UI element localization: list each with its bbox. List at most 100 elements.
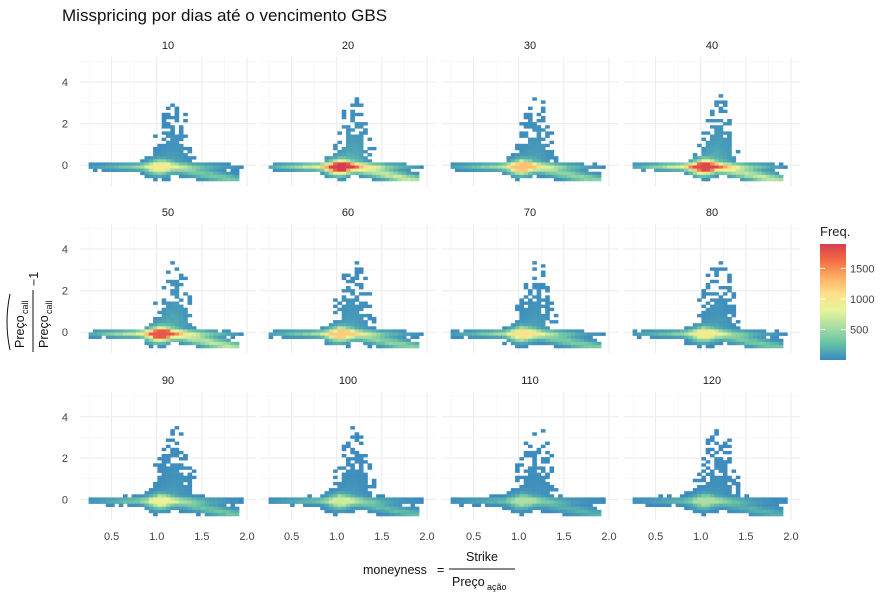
hex-bin [196, 338, 201, 343]
hex-bin [549, 497, 555, 501]
hex-bin [389, 506, 394, 511]
hex-bin [532, 457, 537, 461]
x-axis-label-denominator: Preço [452, 575, 485, 589]
hex-bin [536, 162, 542, 166]
hex-bin [722, 162, 728, 166]
hex-bin [350, 472, 355, 476]
hex-bin [384, 506, 390, 511]
hex-bin [727, 131, 732, 135]
hex-bin [515, 329, 520, 333]
hex-bin [389, 329, 394, 333]
hex-bin [354, 481, 360, 486]
hex-bin [744, 503, 749, 507]
hex-bin [671, 162, 676, 166]
hex-bin [380, 329, 385, 333]
hex-bin [153, 512, 158, 517]
hex-bin [320, 168, 325, 172]
hex-bin [740, 503, 745, 507]
hex-bin [294, 335, 299, 339]
hex-bin [722, 441, 728, 445]
hex-bin [153, 485, 158, 489]
hex-bin [187, 295, 193, 299]
hex-bin [714, 153, 719, 157]
hex-bin [532, 450, 537, 455]
hex-bin [157, 506, 162, 511]
hex-bin [341, 503, 347, 507]
hex-bin [523, 171, 529, 176]
hex-bin [174, 301, 180, 305]
hex-bin [166, 335, 171, 339]
hex-bin [226, 506, 231, 511]
hex-bin [536, 491, 542, 495]
hex-bin [701, 295, 706, 299]
hex-bin [761, 335, 767, 339]
hex-bin [744, 335, 749, 339]
y-axis-label-denominator: Preço [37, 315, 51, 348]
hex-bin [221, 338, 227, 343]
hex-bin [376, 168, 381, 172]
hex-bin [350, 292, 355, 296]
hex-bin [718, 326, 724, 330]
hex-bin [727, 134, 732, 138]
hex-bin [226, 509, 231, 514]
hex-bin [727, 174, 732, 179]
hex-bin [341, 165, 347, 169]
hex-bin [761, 171, 767, 176]
hex-bin [161, 313, 167, 318]
hex-bin [748, 506, 754, 511]
hex-bin [510, 503, 516, 507]
hex-bin [346, 150, 351, 154]
hex-bin [363, 338, 368, 343]
hex-bin [410, 171, 416, 176]
hex-bin [191, 338, 197, 343]
hex-bin [367, 338, 373, 343]
hex-bin [558, 509, 563, 514]
hex-bin [549, 156, 555, 160]
hex-bin [384, 509, 390, 514]
hex-bin [579, 171, 585, 176]
hex-bin [346, 289, 351, 293]
hex-bin [324, 326, 330, 330]
hex-bin [636, 335, 642, 339]
hex-bin [485, 500, 490, 504]
hex-bin [579, 335, 585, 339]
hex-bin [401, 165, 407, 169]
hex-bin [393, 177, 398, 182]
hex-bin [553, 500, 559, 504]
hex-bin [770, 503, 775, 507]
hex-bin [161, 491, 167, 495]
hex-bin [217, 506, 223, 511]
hex-bin [397, 497, 403, 501]
hex-bin [731, 506, 737, 511]
hex-bin [230, 171, 236, 176]
hex-bin [226, 171, 231, 176]
hex-bin [328, 171, 334, 176]
hex-bin [519, 320, 524, 324]
hex-bin [658, 500, 663, 504]
hex-bin [401, 174, 407, 179]
hex-bin [774, 503, 780, 507]
hex-bin [757, 177, 762, 182]
hex-bin [459, 165, 464, 169]
hex-bin [735, 503, 741, 507]
hex-bin [148, 494, 154, 498]
hex-bin [187, 509, 193, 514]
hex-bin [92, 497, 98, 501]
hex-bin [671, 500, 676, 504]
hex-bin [346, 485, 351, 489]
hex-bin [722, 460, 728, 464]
hex-bin [566, 497, 572, 501]
hex-bin [148, 329, 154, 333]
hex-bin [583, 174, 589, 179]
hex-bin [277, 162, 282, 166]
hex-bin [337, 159, 342, 163]
hex-bin [493, 500, 499, 504]
hex-bin [135, 494, 141, 498]
hex-bin [200, 177, 205, 182]
hex-bin [450, 162, 456, 166]
hex-bin [118, 503, 124, 507]
hex-bin [553, 313, 559, 318]
hex-bin [414, 171, 420, 176]
hex-bin [532, 317, 537, 321]
